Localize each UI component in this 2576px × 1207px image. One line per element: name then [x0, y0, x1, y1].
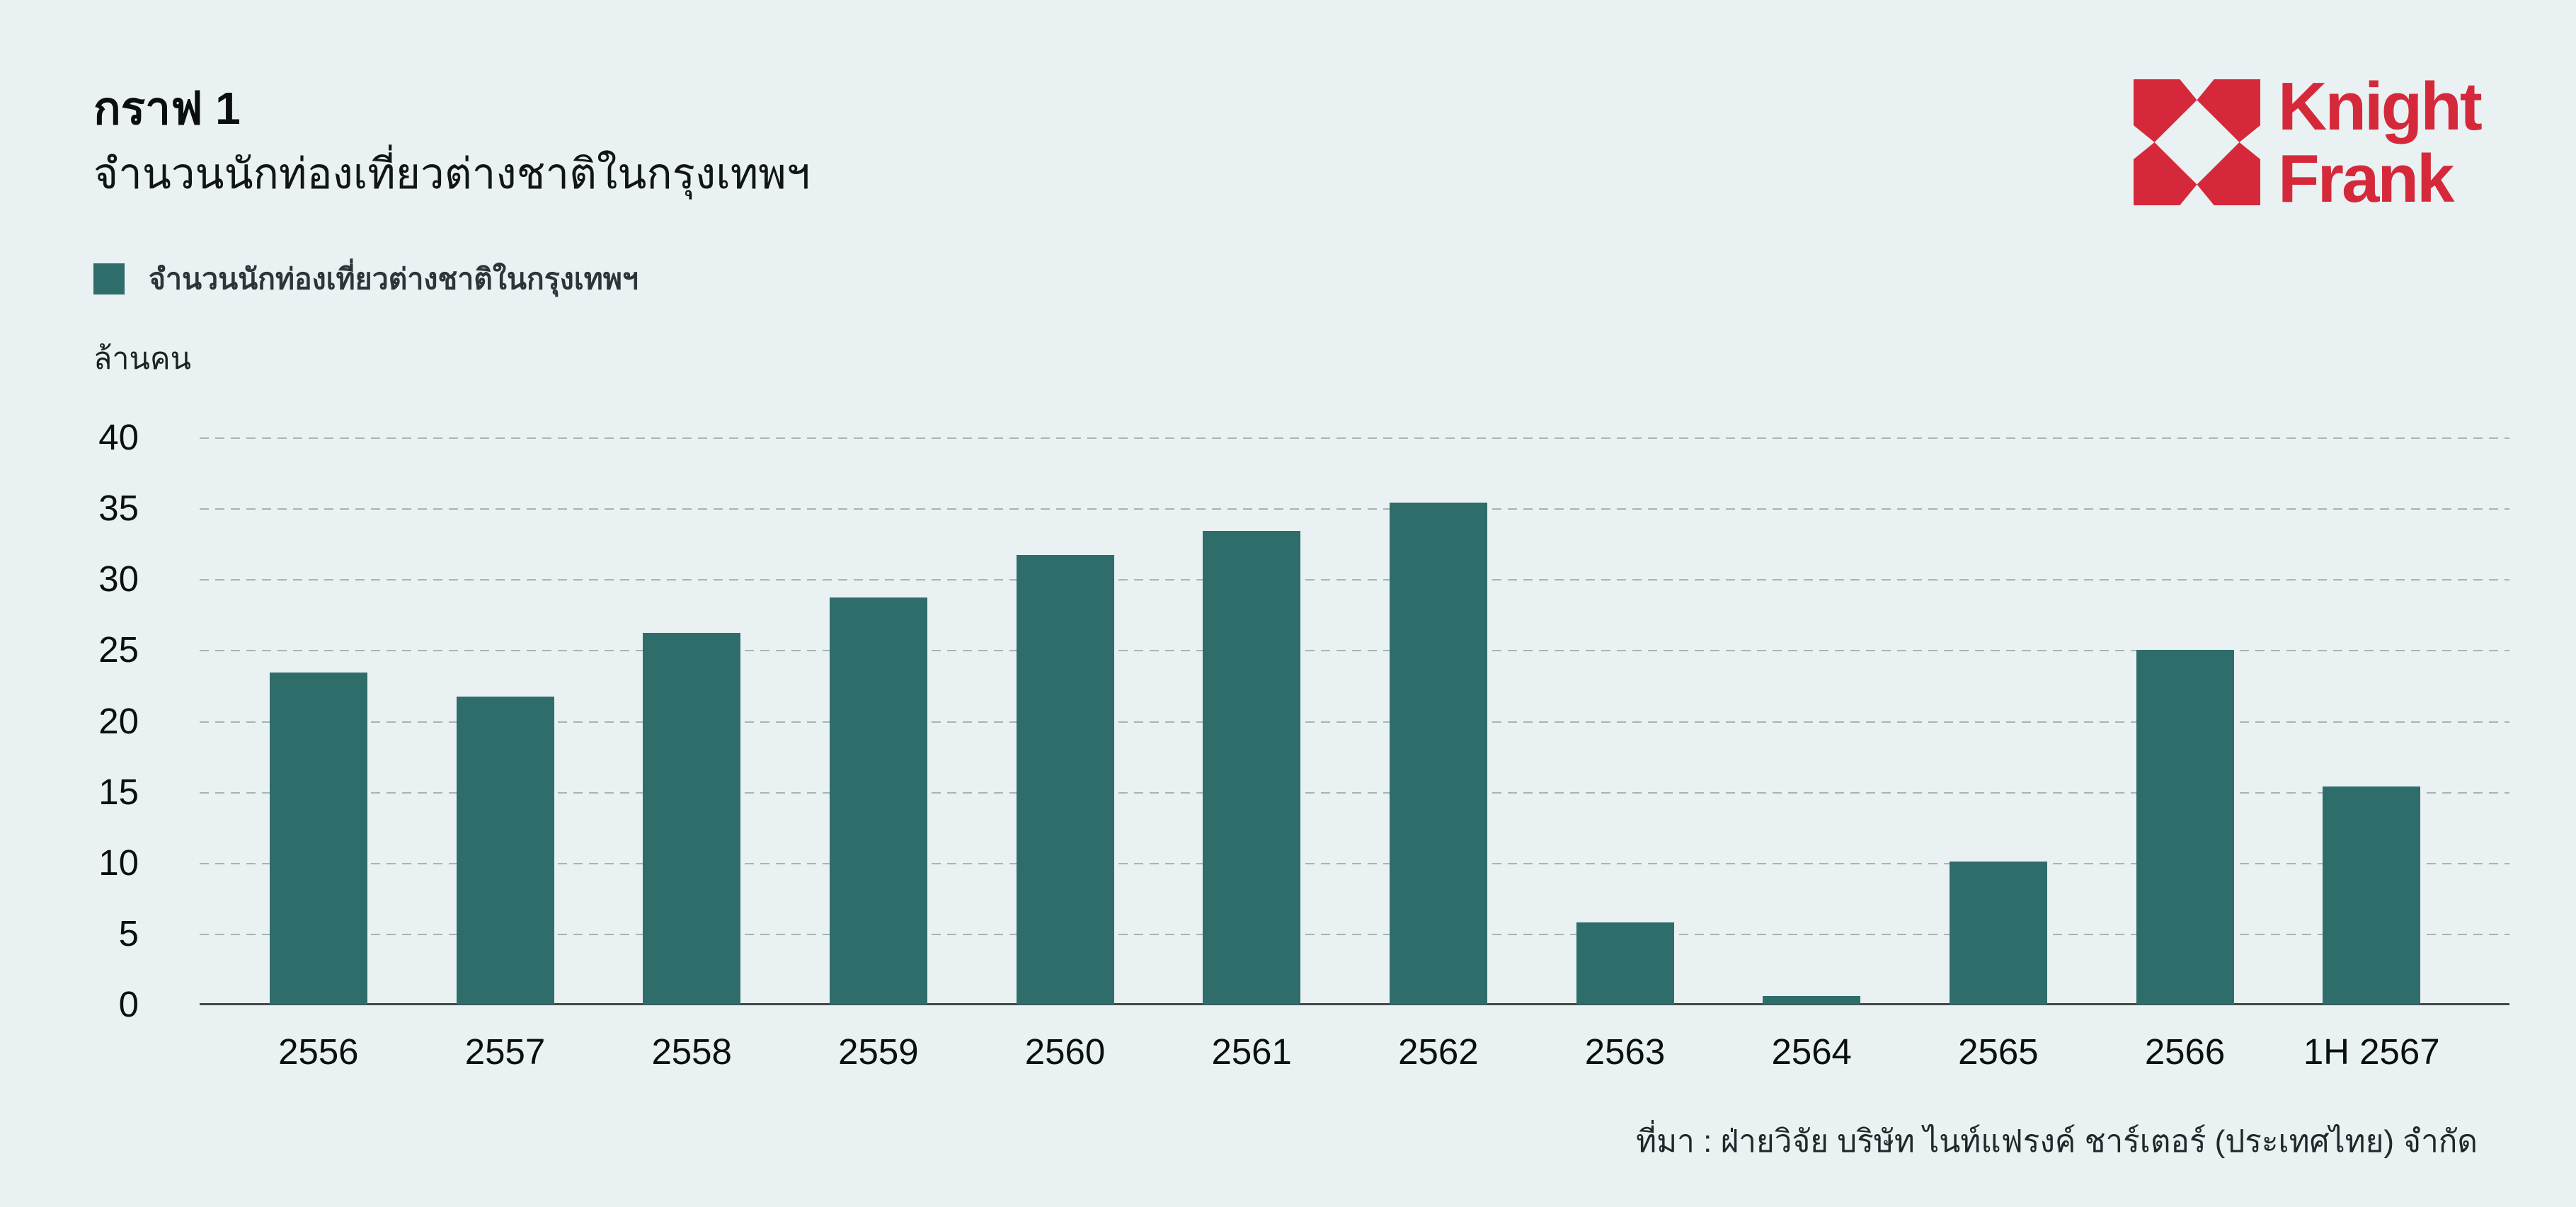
- x-tick-label-2562: 2562: [1398, 1031, 1479, 1072]
- bar-2562: [1389, 503, 1487, 1005]
- bar-slot-2564: [1718, 437, 1905, 1005]
- bar-slot-1H 2567: [2278, 437, 2465, 1005]
- bar-2556: [269, 673, 367, 1005]
- legend-label: จำนวนนักท่องเที่ยวต่างชาติในกรุงเทพฯ: [149, 262, 639, 295]
- x-tick-label-2557: 2557: [464, 1031, 546, 1072]
- plot-area: [200, 437, 2509, 1005]
- bar-slot-2561: [1158, 437, 1345, 1005]
- x-tick-label-2566: 2566: [2144, 1031, 2226, 1072]
- gridline-10: [200, 862, 2509, 864]
- gridline-25: [200, 650, 2509, 652]
- bar-2560: [1016, 555, 1114, 1005]
- bar-slot-2565: [1905, 437, 2092, 1005]
- x-tick-label-2561: 2561: [1211, 1031, 1292, 1072]
- bar-slot-2557: [412, 437, 599, 1005]
- bar-slot-2560: [972, 437, 1159, 1005]
- bar-1H 2567: [2323, 786, 2421, 1005]
- bar-slot-2556: [225, 437, 412, 1005]
- source-note: ที่มา : ฝ่ายวิจัย บริษัท ไนท์แฟรงค์ ชาร์…: [1636, 1124, 2478, 1159]
- gridline-20: [200, 721, 2509, 723]
- y-tick-label-10: 10: [98, 842, 139, 883]
- bar-slot-2558: [598, 437, 785, 1005]
- legend-swatch-icon: [93, 263, 125, 294]
- x-tick-label-2564: 2564: [1771, 1031, 1852, 1072]
- y-tick-label-25: 25: [98, 629, 139, 670]
- y-tick-label-40: 40: [98, 417, 139, 457]
- bar-slot-2563: [1532, 437, 1719, 1005]
- bar-2565: [1949, 861, 2047, 1005]
- bar-slot-2559: [785, 437, 972, 1005]
- logo-word-frank: Frank: [2278, 141, 2454, 217]
- x-tick-label-2560: 2560: [1024, 1031, 1106, 1072]
- x-tick-labels: 2556 2557 2558 2559 2560 2561 2562 2563 2564 2565…: [225, 1030, 2465, 1074]
- legend: จำนวนนักท่องเที่ยวต่างชาติในกรุงเทพฯ: [93, 263, 639, 295]
- knight-frank-logo-icon: [2134, 79, 2260, 205]
- x-axis-line: [200, 1003, 2509, 1005]
- y-tick-label-0: 0: [118, 984, 139, 1024]
- y-tick-label-35: 35: [98, 488, 139, 529]
- logo-mark-top-left: [2134, 79, 2197, 142]
- bar-2557: [456, 697, 554, 1005]
- y-tick-label-5: 5: [118, 913, 139, 954]
- x-tick-label-2556: 2556: [278, 1031, 359, 1072]
- bar-2561: [1203, 531, 1301, 1005]
- bar-2558: [643, 633, 741, 1005]
- x-tick-label-2563: 2563: [1584, 1031, 1666, 1072]
- x-tick-label-1H 2567: 1H 2567: [2303, 1031, 2440, 1072]
- logo-mark-bottom-left: [2134, 142, 2197, 205]
- knight-frank-wordmark: Knight Frank: [2278, 69, 2483, 217]
- bar-slot-2566: [2092, 437, 2279, 1005]
- y-tick-label-30: 30: [98, 559, 139, 600]
- bar-2564: [1763, 996, 1861, 1005]
- x-tick-label-2558: 2558: [651, 1031, 732, 1072]
- y-axis-unit-label: ล้านคน: [93, 342, 192, 376]
- gridline-15: [200, 791, 2509, 794]
- gridline-5: [200, 933, 2509, 935]
- gridline-40: [200, 437, 2509, 439]
- chart-number-title: กราฟ 1: [93, 83, 241, 134]
- bars-container: [225, 437, 2465, 1005]
- gridline-35: [200, 508, 2509, 510]
- x-tick-label-2559: 2559: [838, 1031, 919, 1072]
- y-tick-label-15: 15: [98, 771, 139, 812]
- bar-2566: [2136, 650, 2234, 1005]
- chart-subtitle: จำนวนนักท่องเที่ยวต่างชาติในกรุงเทพฯ: [93, 150, 811, 198]
- logo-word-knight: Knight: [2278, 69, 2483, 144]
- bar-2559: [829, 597, 927, 1005]
- gridline-30: [200, 579, 2509, 581]
- bar-slot-2562: [1345, 437, 1532, 1005]
- bar-2563: [1576, 922, 1674, 1005]
- logo-mark-top-right: [2197, 79, 2260, 142]
- x-tick-label-2565: 2565: [1958, 1031, 2039, 1072]
- logo-mark-bottom-right: [2197, 142, 2260, 205]
- y-tick-label-20: 20: [98, 700, 139, 741]
